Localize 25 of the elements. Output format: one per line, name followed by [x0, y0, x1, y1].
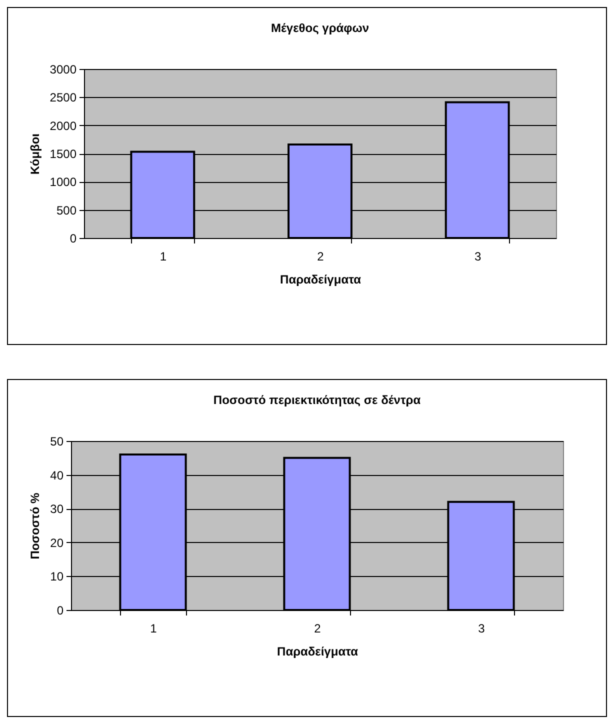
y-tick-label: 30	[50, 502, 64, 516]
y-tick-label: 3000	[50, 62, 77, 76]
y-tick-label: 2000	[50, 118, 77, 133]
x-tick-label: 1	[150, 622, 158, 636]
x-axis-title: Παραδείγματα	[277, 644, 359, 658]
chart-title: Μέγεθος γράφων	[270, 21, 370, 35]
y-tick-label: 10	[50, 570, 64, 584]
x-tick-label: 3	[474, 250, 482, 264]
y-tick-label: 1000	[50, 175, 77, 190]
x-tick-label: 3	[478, 622, 486, 636]
x-tick-label: 2	[314, 622, 322, 636]
y-tick-label: 0	[70, 232, 77, 246]
x-axis-title: Παραδείγματα	[280, 272, 362, 286]
y-tick-label: 1500	[50, 147, 77, 161]
y-tick-label: 40	[50, 468, 64, 482]
chart-title: Ποσοστό περιεκτικότητας σε δέντρα	[213, 393, 422, 407]
y-axis-title: Κόμβοι	[28, 133, 42, 175]
x-tick-label: 1	[160, 250, 167, 264]
y-tick-label: 500	[56, 203, 77, 218]
y-axis-title: Ποσοστό %	[28, 492, 42, 560]
x-tick-label: 2	[317, 250, 324, 264]
y-tick-label: 20	[50, 536, 64, 550]
y-tick-label: 2500	[50, 90, 77, 105]
y-tick-label: 0	[56, 604, 64, 618]
y-tick-label: 50	[50, 434, 64, 448]
